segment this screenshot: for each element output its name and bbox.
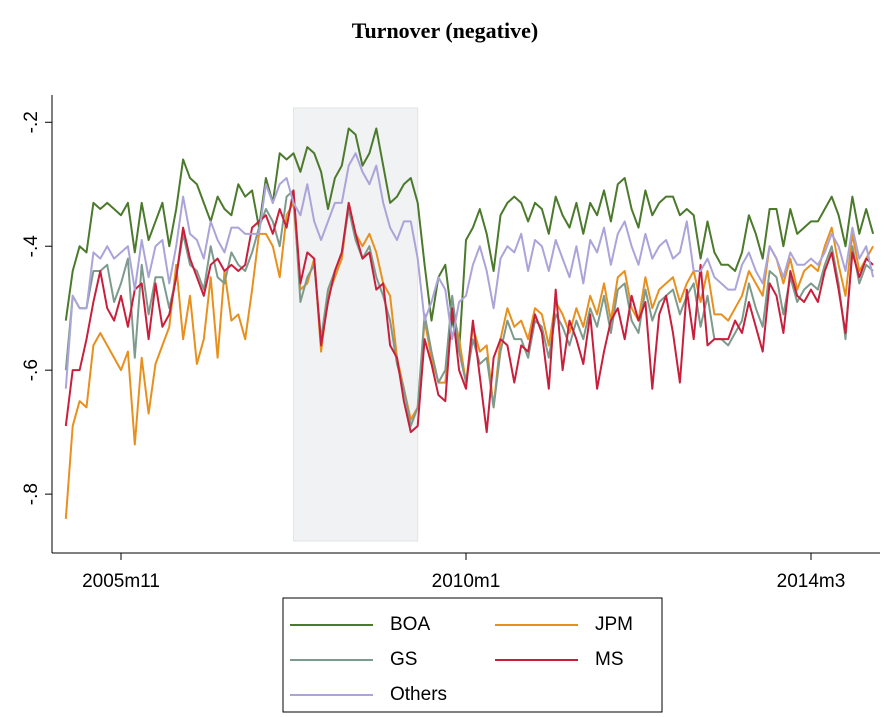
series-line [64, 189, 874, 434]
legend-label: BOA [390, 614, 430, 635]
legend-label: GS [390, 649, 417, 670]
chart-title: Turnover (negative) [352, 18, 538, 43]
y-tick-label: -.6 [21, 359, 42, 381]
series-line [64, 127, 875, 353]
legend-box [282, 597, 663, 713]
series-line [64, 152, 875, 389]
legend-label: MS [595, 649, 624, 670]
y-tick-label: -.2 [21, 111, 42, 133]
legend-label: JPM [595, 614, 633, 635]
x-tick-label: 2005m11 [82, 571, 160, 592]
recession-shade [293, 107, 419, 542]
y-tick-label: -.4 [21, 235, 42, 258]
x-tick-label: 2010m1 [432, 571, 501, 592]
x-tick-label: 2014m3 [777, 571, 846, 592]
legend: BOA JPM GS MS Others [282, 597, 663, 713]
y-tick-label: -.8 [21, 483, 42, 505]
legend-label: Others [390, 684, 447, 705]
